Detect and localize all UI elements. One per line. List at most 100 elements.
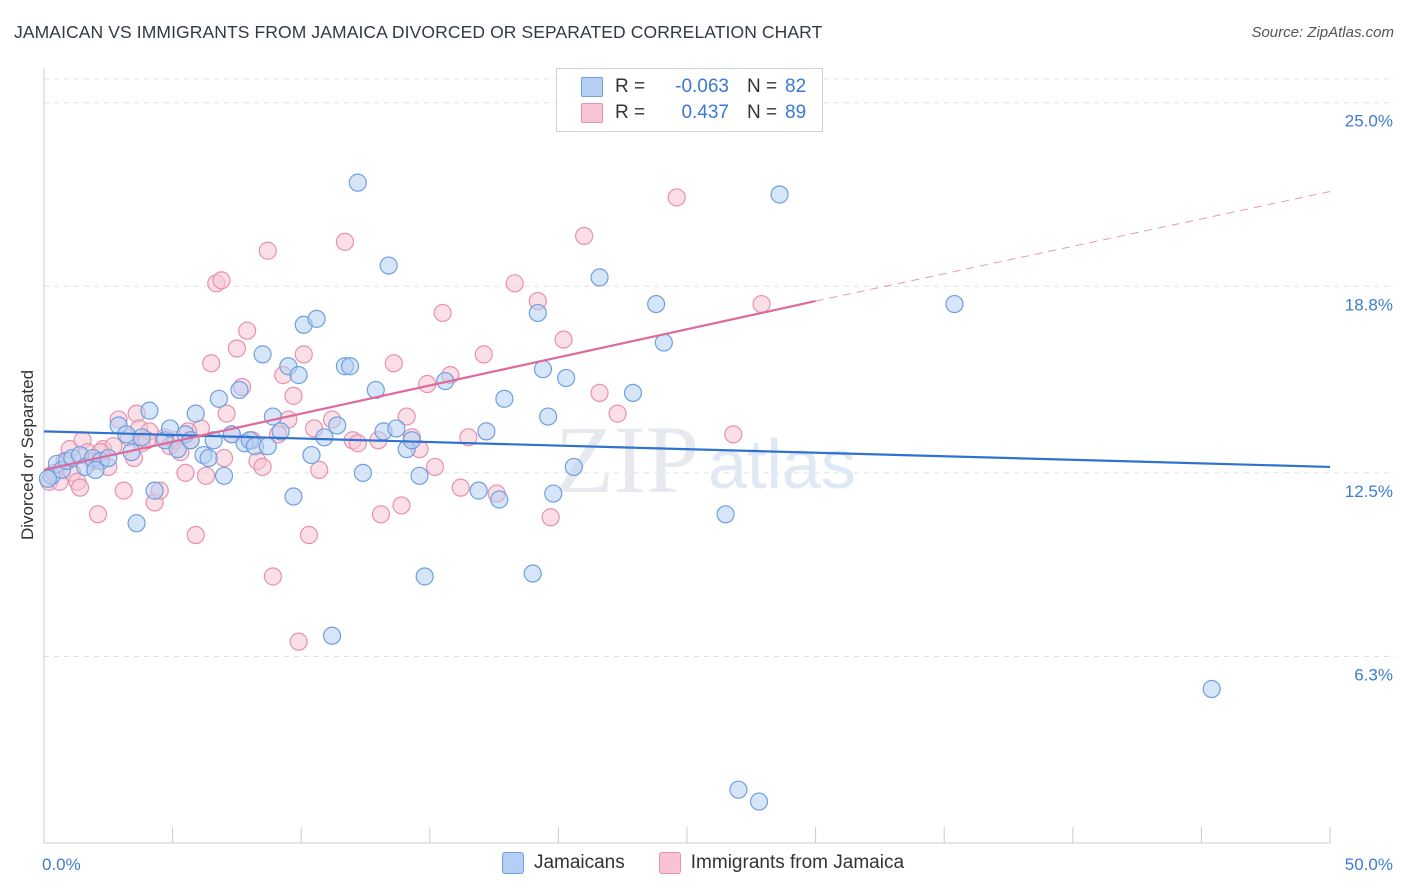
immigrants-point: [253, 457, 272, 477]
legend-r-value: -0.063: [675, 76, 729, 97]
jamaicans-point: [564, 457, 583, 477]
immigrants-point: [284, 386, 303, 405]
jamaicans-point: [322, 626, 342, 645]
jamaicans-point: [557, 368, 576, 388]
jamaicans-point: [199, 448, 218, 468]
jamaicans-point: [544, 484, 563, 503]
series-legend: Jamaicans Immigrants from Jamaica: [0, 852, 1406, 874]
jamaicans-point: [716, 505, 735, 524]
legend-item-immigrants[interactable]: Immigrants from Jamaica: [658, 852, 905, 874]
immigrants-point: [397, 407, 416, 426]
jamaicans-point: [770, 185, 789, 204]
jamaicans-point: [289, 366, 308, 385]
immigrants-point: [70, 478, 90, 497]
immigrants-point: [289, 632, 308, 651]
jamaicans-point: [302, 445, 321, 465]
jamaicans-point: [647, 294, 666, 314]
immigrants-point: [176, 463, 195, 482]
jamaicans-point: [523, 564, 542, 583]
legend-n-value: 82: [785, 76, 807, 97]
jamaicans-point: [469, 481, 488, 500]
jamaicans-point: [1202, 679, 1221, 699]
jamaicans-point: [160, 419, 180, 438]
jamaicans-point: [253, 345, 272, 364]
immigrants-point: [217, 404, 236, 423]
trend-lines: [43, 191, 1331, 471]
jamaicans-trend-line: [43, 430, 1331, 469]
immigrants-point: [227, 339, 246, 358]
legend-label-immigrants: Immigrants from Jamaica: [690, 852, 905, 873]
jamaicans-point: [495, 389, 514, 408]
jamaicans-point: [353, 463, 373, 482]
jamaicans-point: [258, 437, 277, 456]
jamaicans-point: [539, 407, 558, 426]
immigrants-trend-line: [43, 300, 816, 471]
jamaicans-point: [127, 514, 146, 533]
jamaicans-point: [623, 383, 643, 402]
immigrants-point: [384, 354, 403, 373]
y-tick-label: 6.3%: [1354, 665, 1393, 684]
jamaicans-point: [38, 469, 57, 488]
jamaicans-point: [410, 466, 429, 485]
immigrants-point: [474, 345, 493, 364]
immigrants-point: [335, 232, 355, 251]
immigrants-point: [371, 505, 391, 524]
jamaicans-point: [340, 357, 360, 376]
jamaicans-point: [209, 389, 228, 408]
legend-r-value: 0.437: [681, 102, 729, 123]
legend-n-label: N =: [747, 76, 778, 97]
immigrants-point: [433, 303, 452, 323]
legend-item-jamaicans[interactable]: Jamaicans: [501, 852, 625, 874]
immigrants-point: [186, 525, 205, 545]
grid-lines: [44, 78, 1395, 657]
immigrants-point: [505, 274, 524, 293]
legend-row-jamaicans: R = -0.063 N = 82: [581, 74, 806, 100]
legend-swatch-pink: [581, 103, 603, 123]
legend-swatch-pink: [658, 852, 681, 874]
immigrants-point: [392, 496, 411, 515]
jamaicans-point: [729, 780, 748, 799]
immigrants-point: [202, 354, 221, 373]
legend-swatch-blue: [501, 852, 524, 874]
jamaicans-point: [366, 380, 385, 400]
immigrants-point: [214, 448, 234, 468]
legend-n-label: N =: [747, 102, 778, 123]
legend-r-label: R =: [615, 102, 646, 123]
jamaicans-point: [328, 416, 347, 435]
legend-row-immigrants: R = 0.437 N = 89: [581, 100, 806, 126]
immigrants-point: [299, 525, 319, 545]
watermark: ZIP atlas: [555, 406, 856, 513]
immigrants-point: [541, 508, 560, 527]
immigrants-point: [554, 330, 573, 349]
immigrants-point: [258, 241, 277, 260]
jamaicans-point: [402, 431, 421, 450]
jamaicans-point: [140, 401, 159, 420]
jamaicans-point: [315, 428, 334, 447]
immigrants-point: [425, 457, 445, 477]
jamaicans-point: [307, 309, 326, 328]
jamaicans-point: [145, 481, 164, 500]
immigrants-point: [294, 345, 313, 364]
immigrants-point: [451, 478, 470, 497]
correlation-legend: R = -0.063 N = 82 R = 0.437 N = 89: [556, 68, 823, 132]
jamaicans-point: [284, 487, 303, 506]
immigrants-point: [752, 294, 771, 314]
immigrants-point: [263, 567, 283, 586]
jamaicans-point: [214, 466, 234, 485]
y-tick-label: 12.5%: [1345, 482, 1393, 501]
x-tick-label-max: 50.0%: [1345, 855, 1393, 874]
axes: [43, 68, 1331, 844]
jamaicans-point: [945, 294, 964, 314]
immigrants-point: [310, 460, 329, 479]
legend-label-jamaicans: Jamaicans: [533, 852, 625, 873]
immigrants-point: [114, 481, 133, 500]
x-tick-label-min: 0.0%: [42, 855, 81, 874]
jamaicans-point: [186, 404, 205, 423]
immigrants-point: [724, 425, 743, 444]
immigrants-point: [238, 321, 257, 340]
legend-n-value: 89: [785, 102, 807, 123]
jamaicans-point: [528, 303, 547, 323]
immigrants-point: [348, 434, 367, 453]
jamaicans-point: [533, 360, 553, 379]
